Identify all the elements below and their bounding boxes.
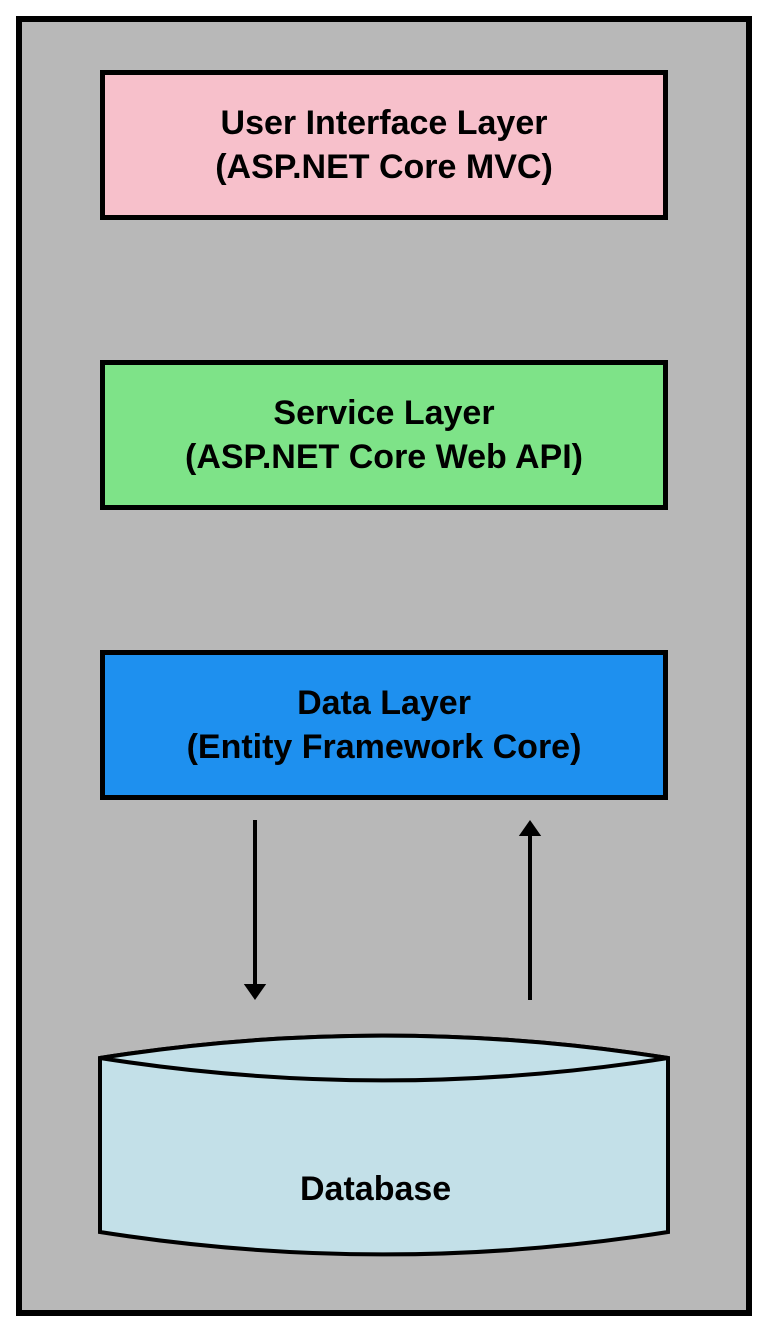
data-layer-title: Data Layer bbox=[297, 681, 471, 725]
architecture-diagram: User Interface Layer (ASP.NET Core MVC) … bbox=[0, 0, 768, 1332]
service-layer-box: Service Layer (ASP.NET Core Web API) bbox=[100, 360, 668, 510]
database-label: Database bbox=[300, 1170, 451, 1209]
ui-layer-box: User Interface Layer (ASP.NET Core MVC) bbox=[100, 70, 668, 220]
ui-layer-title: User Interface Layer bbox=[221, 101, 548, 145]
service-layer-title: Service Layer bbox=[273, 391, 494, 435]
data-layer-box: Data Layer (Entity Framework Core) bbox=[100, 650, 668, 800]
data-layer-subtitle: (Entity Framework Core) bbox=[187, 725, 582, 769]
ui-layer-subtitle: (ASP.NET Core MVC) bbox=[215, 145, 553, 189]
service-layer-subtitle: (ASP.NET Core Web API) bbox=[185, 435, 583, 479]
